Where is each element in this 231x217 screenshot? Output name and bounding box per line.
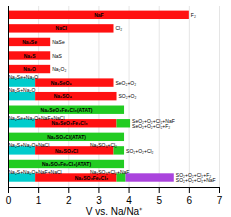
svg-text:SeO₂+O₂+Cl₂+NaF: SeO₂+O₂+Cl₂+NaF [132,117,175,124]
svg-text:SeO₂+O₂: SeO₂+O₂ [116,80,137,86]
svg-text:SO₂+O₂+Cl₂: SO₂+O₂+Cl₂ [126,147,154,153]
svg-text:NaCl: NaCl [56,25,68,31]
svg-text:Na₂Se+Na₂O+NaF+NaCl: Na₂Se+Na₂O+NaF+NaCl [9,115,65,121]
svg-text:F₂: F₂ [191,12,196,18]
svg-text:2: 2 [66,195,72,206]
svg-text:Na₂SeO₃Fe₂Cl₃: Na₂SeO₃Fe₂Cl₃ [51,120,88,126]
svg-text:Na₂S: Na₂S [24,53,37,59]
svg-text:5: 5 [156,195,162,206]
svg-text:Na₂SO₃+Cl₂+NaF: Na₂SO₃+Cl₂+NaF [90,169,130,175]
svg-text:NaS: NaS [52,53,62,59]
svg-text:Na₂O₂: Na₂O₂ [52,66,66,72]
svg-text:Na₂SeO₄: Na₂SeO₄ [51,80,73,86]
svg-text:6: 6 [187,195,193,206]
svg-text:Na₂SO₄: Na₂SO₄ [54,93,73,99]
svg-text:Na₂S+Na₂O: Na₂S+Na₂O [9,87,36,93]
svg-text:SO₂+O₂+Cl₂+F₂: SO₂+O₂+Cl₂+F₂ [175,171,212,178]
svg-text:Na₂Se: Na₂Se [22,39,37,45]
svg-text:Na₂Se+Na₂O: Na₂Se+Na₂O [9,74,39,80]
svg-text:Na₂O: Na₂O [23,66,36,72]
svg-text:Na₂SO₃Fe₂Cl₃(ATAT): Na₂SO₃Fe₂Cl₃(ATAT) [42,161,91,167]
svg-text:3: 3 [96,195,102,206]
svg-text:Na₂SO₃Cl(ATAT): Na₂SO₃Cl(ATAT) [47,134,86,140]
svg-text:Na₂S+Na₂O+NaF+NaCl: Na₂S+Na₂O+NaF+NaCl [9,169,62,175]
svg-text:SeO₂+O₂+Cl₂+F₂: SeO₂+O₂+Cl₂+F₂ [132,123,170,129]
svg-text:NaF: NaF [94,12,103,18]
svg-text:4: 4 [126,195,132,206]
svg-text:Na₂SO₃+Cl₂: Na₂SO₃+Cl₂ [90,142,117,148]
svg-text:Na₂S+Na₂O+NaCl: Na₂S+Na₂O+NaCl [9,142,50,148]
svg-text:V vs. Na/Na⁺: V vs. Na/Na⁺ [86,206,143,217]
svg-text:SO₂+O₂+Cl₂+NaF: SO₂+O₂+Cl₂+NaF [176,177,216,183]
svg-text:Na₂SO₃Fe₂Cl₃: Na₂SO₃Fe₂Cl₃ [75,175,109,181]
svg-text:Na₂SeO₃Fe₂Cl₃(ATAT): Na₂SeO₃Fe₂Cl₃(ATAT) [41,107,93,113]
svg-text:Cl₂: Cl₂ [116,25,123,31]
svg-text:Na₂SO₃Cl: Na₂SO₃Cl [55,147,79,153]
svg-text:1: 1 [36,195,42,206]
svg-text:7: 7 [217,195,223,206]
svg-text:0: 0 [6,195,12,206]
svg-text:NaSe: NaSe [52,39,65,45]
svg-text:SO₂+O₂: SO₂+O₂ [119,93,137,99]
